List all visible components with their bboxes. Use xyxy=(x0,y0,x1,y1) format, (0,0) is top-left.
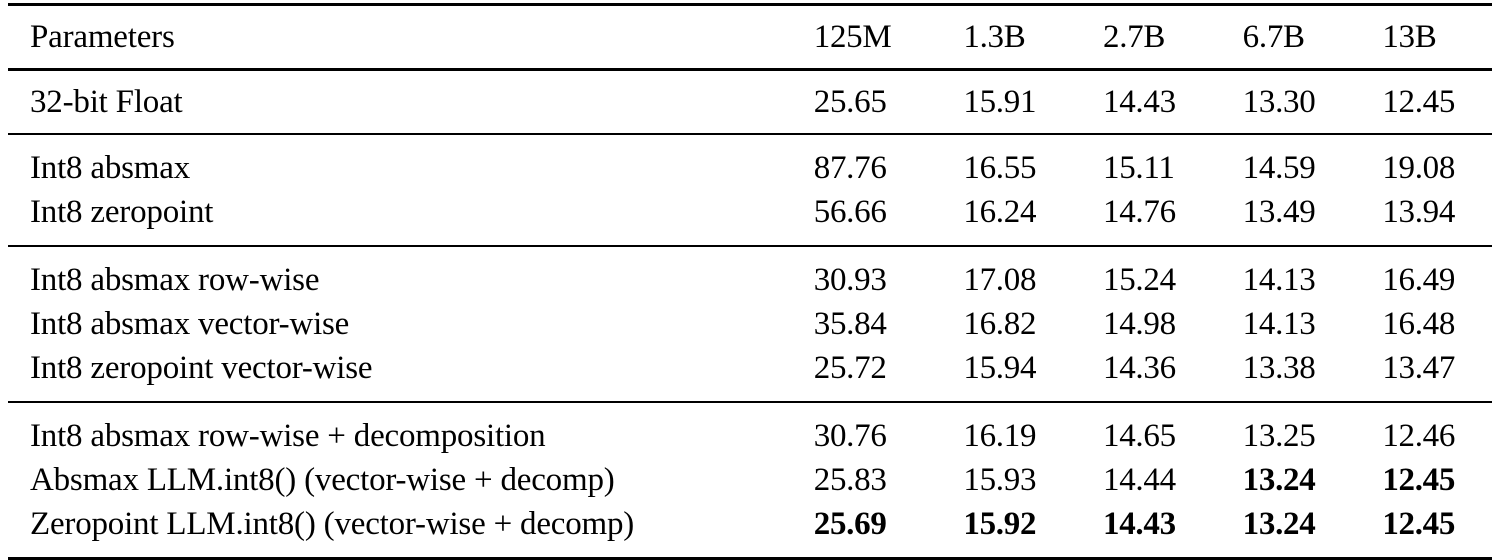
value-cell: 25.69 xyxy=(813,506,887,542)
table-row: Int8 absmax 87.76 16.55 15.11 14.59 19.08 xyxy=(8,146,1492,190)
column-header: 2.7B xyxy=(1103,19,1166,55)
value-cell: 14.43 xyxy=(1103,84,1176,120)
value-cell: 25.65 xyxy=(813,84,887,120)
column-header: 125M xyxy=(813,19,892,55)
row-label: Zeropoint LLM.int8() (vector-wise + deco… xyxy=(30,506,635,542)
value-cell: 16.19 xyxy=(963,418,1037,454)
value-cell: 16.24 xyxy=(963,194,1037,230)
value-cell: 16.48 xyxy=(1382,306,1456,342)
value-cell: 35.84 xyxy=(813,306,887,342)
header-label: Parameters xyxy=(30,19,175,55)
results-table: Parameters 125M 1.3B 2.7B 6.7B 13B 32-bi… xyxy=(8,3,1492,560)
value-cell: 15.11 xyxy=(1103,150,1175,186)
value-cell: 13.49 xyxy=(1242,194,1316,230)
value-cell: 13.38 xyxy=(1242,350,1316,386)
group-divider xyxy=(8,133,1492,135)
value-cell: 12.45 xyxy=(1382,506,1456,542)
value-cell: 14.13 xyxy=(1242,306,1316,342)
row-group: Int8 absmax 87.76 16.55 15.11 14.59 19.08 Int8… xyxy=(8,135,1492,245)
value-cell: 14.59 xyxy=(1242,150,1316,186)
table-row: Int8 zeropoint vector-wise 25.72 15.94 14.3… xyxy=(8,346,1492,390)
table-row: 32-bit Float 25.65 15.91 14.43 13.30 12.45 xyxy=(8,80,1492,124)
value-cell: 15.92 xyxy=(963,506,1037,542)
group-divider xyxy=(8,401,1492,403)
value-cell: 16.49 xyxy=(1382,262,1456,298)
value-cell: 15.91 xyxy=(963,84,1037,120)
value-cell: 16.55 xyxy=(963,150,1037,186)
table-row: Zeropoint LLM.int8() (vector-wise + deco… xyxy=(8,502,1492,546)
header-row: Parameters 125M 1.3B 2.7B 6.7B 13B xyxy=(8,15,1492,59)
table-row: Int8 zeropoint 56.66 16.24 14.76 13.49 13.94 xyxy=(8,190,1492,234)
row-label: Int8 absmax vector-wise xyxy=(30,306,350,342)
value-cell: 15.93 xyxy=(963,462,1037,498)
value-cell: 19.08 xyxy=(1382,150,1456,186)
value-cell: 13.24 xyxy=(1242,506,1316,542)
column-header: 6.7B xyxy=(1242,19,1305,55)
value-cell: 14.13 xyxy=(1242,262,1316,298)
value-cell: 16.82 xyxy=(963,306,1037,342)
value-cell: 15.94 xyxy=(963,350,1037,386)
row-label: Int8 zeropoint vector-wise xyxy=(30,350,373,386)
value-cell: 13.25 xyxy=(1242,418,1316,454)
value-cell: 13.94 xyxy=(1382,194,1456,230)
table-row: Absmax LLM.int8() (vector-wise + decomp)… xyxy=(8,458,1492,502)
header-rule xyxy=(8,68,1492,71)
table-row: Int8 absmax vector-wise 35.84 16.82 14.98 14… xyxy=(8,302,1492,346)
table-row: Int8 absmax row-wise + decomposition 30.7… xyxy=(8,414,1492,458)
value-cell: 25.72 xyxy=(813,350,887,386)
value-cell: 13.24 xyxy=(1242,462,1316,498)
value-cell: 30.76 xyxy=(813,418,887,454)
value-cell: 14.76 xyxy=(1103,194,1176,230)
table-header: Parameters 125M 1.3B 2.7B 6.7B 13B xyxy=(8,6,1492,68)
value-cell: 14.36 xyxy=(1103,350,1176,386)
value-cell: 12.45 xyxy=(1382,462,1456,498)
value-cell: 14.43 xyxy=(1103,506,1176,542)
value-cell: 13.47 xyxy=(1382,350,1456,386)
row-label: Int8 absmax row-wise + decomposition xyxy=(30,418,546,454)
table-body: 32-bit Float 25.65 15.91 14.43 13.30 12.45 Int… xyxy=(8,71,1492,557)
row-label: Int8 absmax row-wise xyxy=(30,262,320,298)
value-cell: 17.08 xyxy=(963,262,1037,298)
value-cell: 87.76 xyxy=(813,150,887,186)
top-rule xyxy=(8,3,1492,6)
row-label: Int8 zeropoint xyxy=(30,194,214,230)
value-cell: 12.45 xyxy=(1382,84,1456,120)
column-header: 13B xyxy=(1382,19,1437,55)
value-cell: 14.44 xyxy=(1103,462,1176,498)
row-group: 32-bit Float 25.65 15.91 14.43 13.30 12.45 xyxy=(8,71,1492,133)
row-label: 32-bit Float xyxy=(30,84,183,120)
row-group: Int8 absmax row-wise 30.93 17.08 15.24 14.13… xyxy=(8,247,1492,401)
row-label: Absmax LLM.int8() (vector-wise + decomp) xyxy=(30,462,615,498)
value-cell: 56.66 xyxy=(813,194,887,230)
value-cell: 12.46 xyxy=(1382,418,1456,454)
value-cell: 30.93 xyxy=(813,262,887,298)
value-cell: 15.24 xyxy=(1103,262,1176,298)
value-cell: 14.98 xyxy=(1103,306,1176,342)
value-cell: 13.30 xyxy=(1242,84,1316,120)
group-divider xyxy=(8,245,1492,247)
row-group: Int8 absmax row-wise + decomposition 30.7… xyxy=(8,403,1492,557)
column-header: 1.3B xyxy=(963,19,1026,55)
value-cell: 14.65 xyxy=(1103,418,1176,454)
row-label: Int8 absmax xyxy=(30,150,191,186)
value-cell: 25.83 xyxy=(813,462,887,498)
table-row: Int8 absmax row-wise 30.93 17.08 15.24 14.13… xyxy=(8,258,1492,302)
